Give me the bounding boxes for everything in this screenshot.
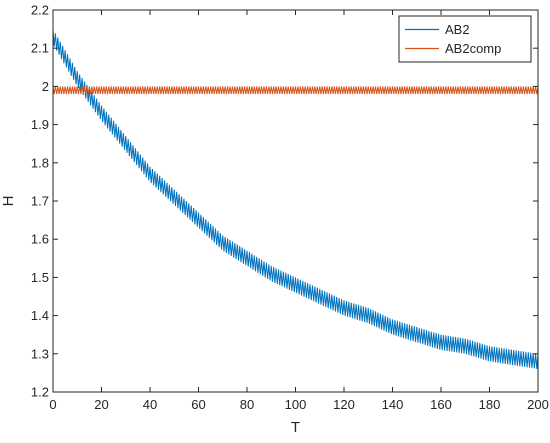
plot-frame	[52, 9, 539, 393]
y-axis-label: H	[0, 196, 17, 207]
x-tick-label: 0	[49, 397, 56, 412]
series-layer	[52, 29, 539, 369]
x-axis-label: T	[291, 419, 300, 436]
x-tick-label: 100	[285, 397, 307, 412]
x-tick-label: 180	[479, 397, 501, 412]
ticks-layer: 0 20 40 60 80 100 120 140 160 180 200 1.2 1.3 1.4 1.5 1…	[31, 3, 549, 413]
y-tick-label: 2.2	[31, 3, 49, 18]
series-line-ab2	[52, 29, 539, 369]
y-tick-label: 1.5	[31, 270, 49, 285]
plot-background	[53, 10, 538, 392]
y-tick-label: 1.7	[31, 194, 49, 209]
series-line-ab2comp	[52, 86, 539, 95]
legend-box	[398, 15, 532, 63]
x-tick-label: 80	[240, 397, 254, 412]
x-tick-label: 60	[191, 397, 205, 412]
x-tick-label: 40	[143, 397, 157, 412]
legend-label-ab2comp: AB2comp	[445, 41, 501, 56]
x-tick-label: 200	[527, 397, 549, 412]
x-tick-label: 20	[94, 397, 108, 412]
x-tick-label: 140	[382, 397, 404, 412]
legend-label-ab2: AB2	[445, 22, 470, 37]
y-tick-label: 1.3	[31, 346, 49, 361]
y-tick-label: 1.9	[31, 117, 49, 132]
y-tick-label: 1.8	[31, 155, 49, 170]
y-tick-label: 2	[42, 79, 49, 94]
legend: AB2 AB2comp	[398, 15, 532, 63]
y-tick-label: 1.2	[31, 385, 49, 400]
y-tick-label: 2.1	[31, 41, 49, 56]
x-tick-label: 160	[430, 397, 452, 412]
y-tick-label: 1.6	[31, 232, 49, 247]
x-tick-label: 120	[333, 397, 355, 412]
y-tick-label: 1.4	[31, 308, 49, 323]
